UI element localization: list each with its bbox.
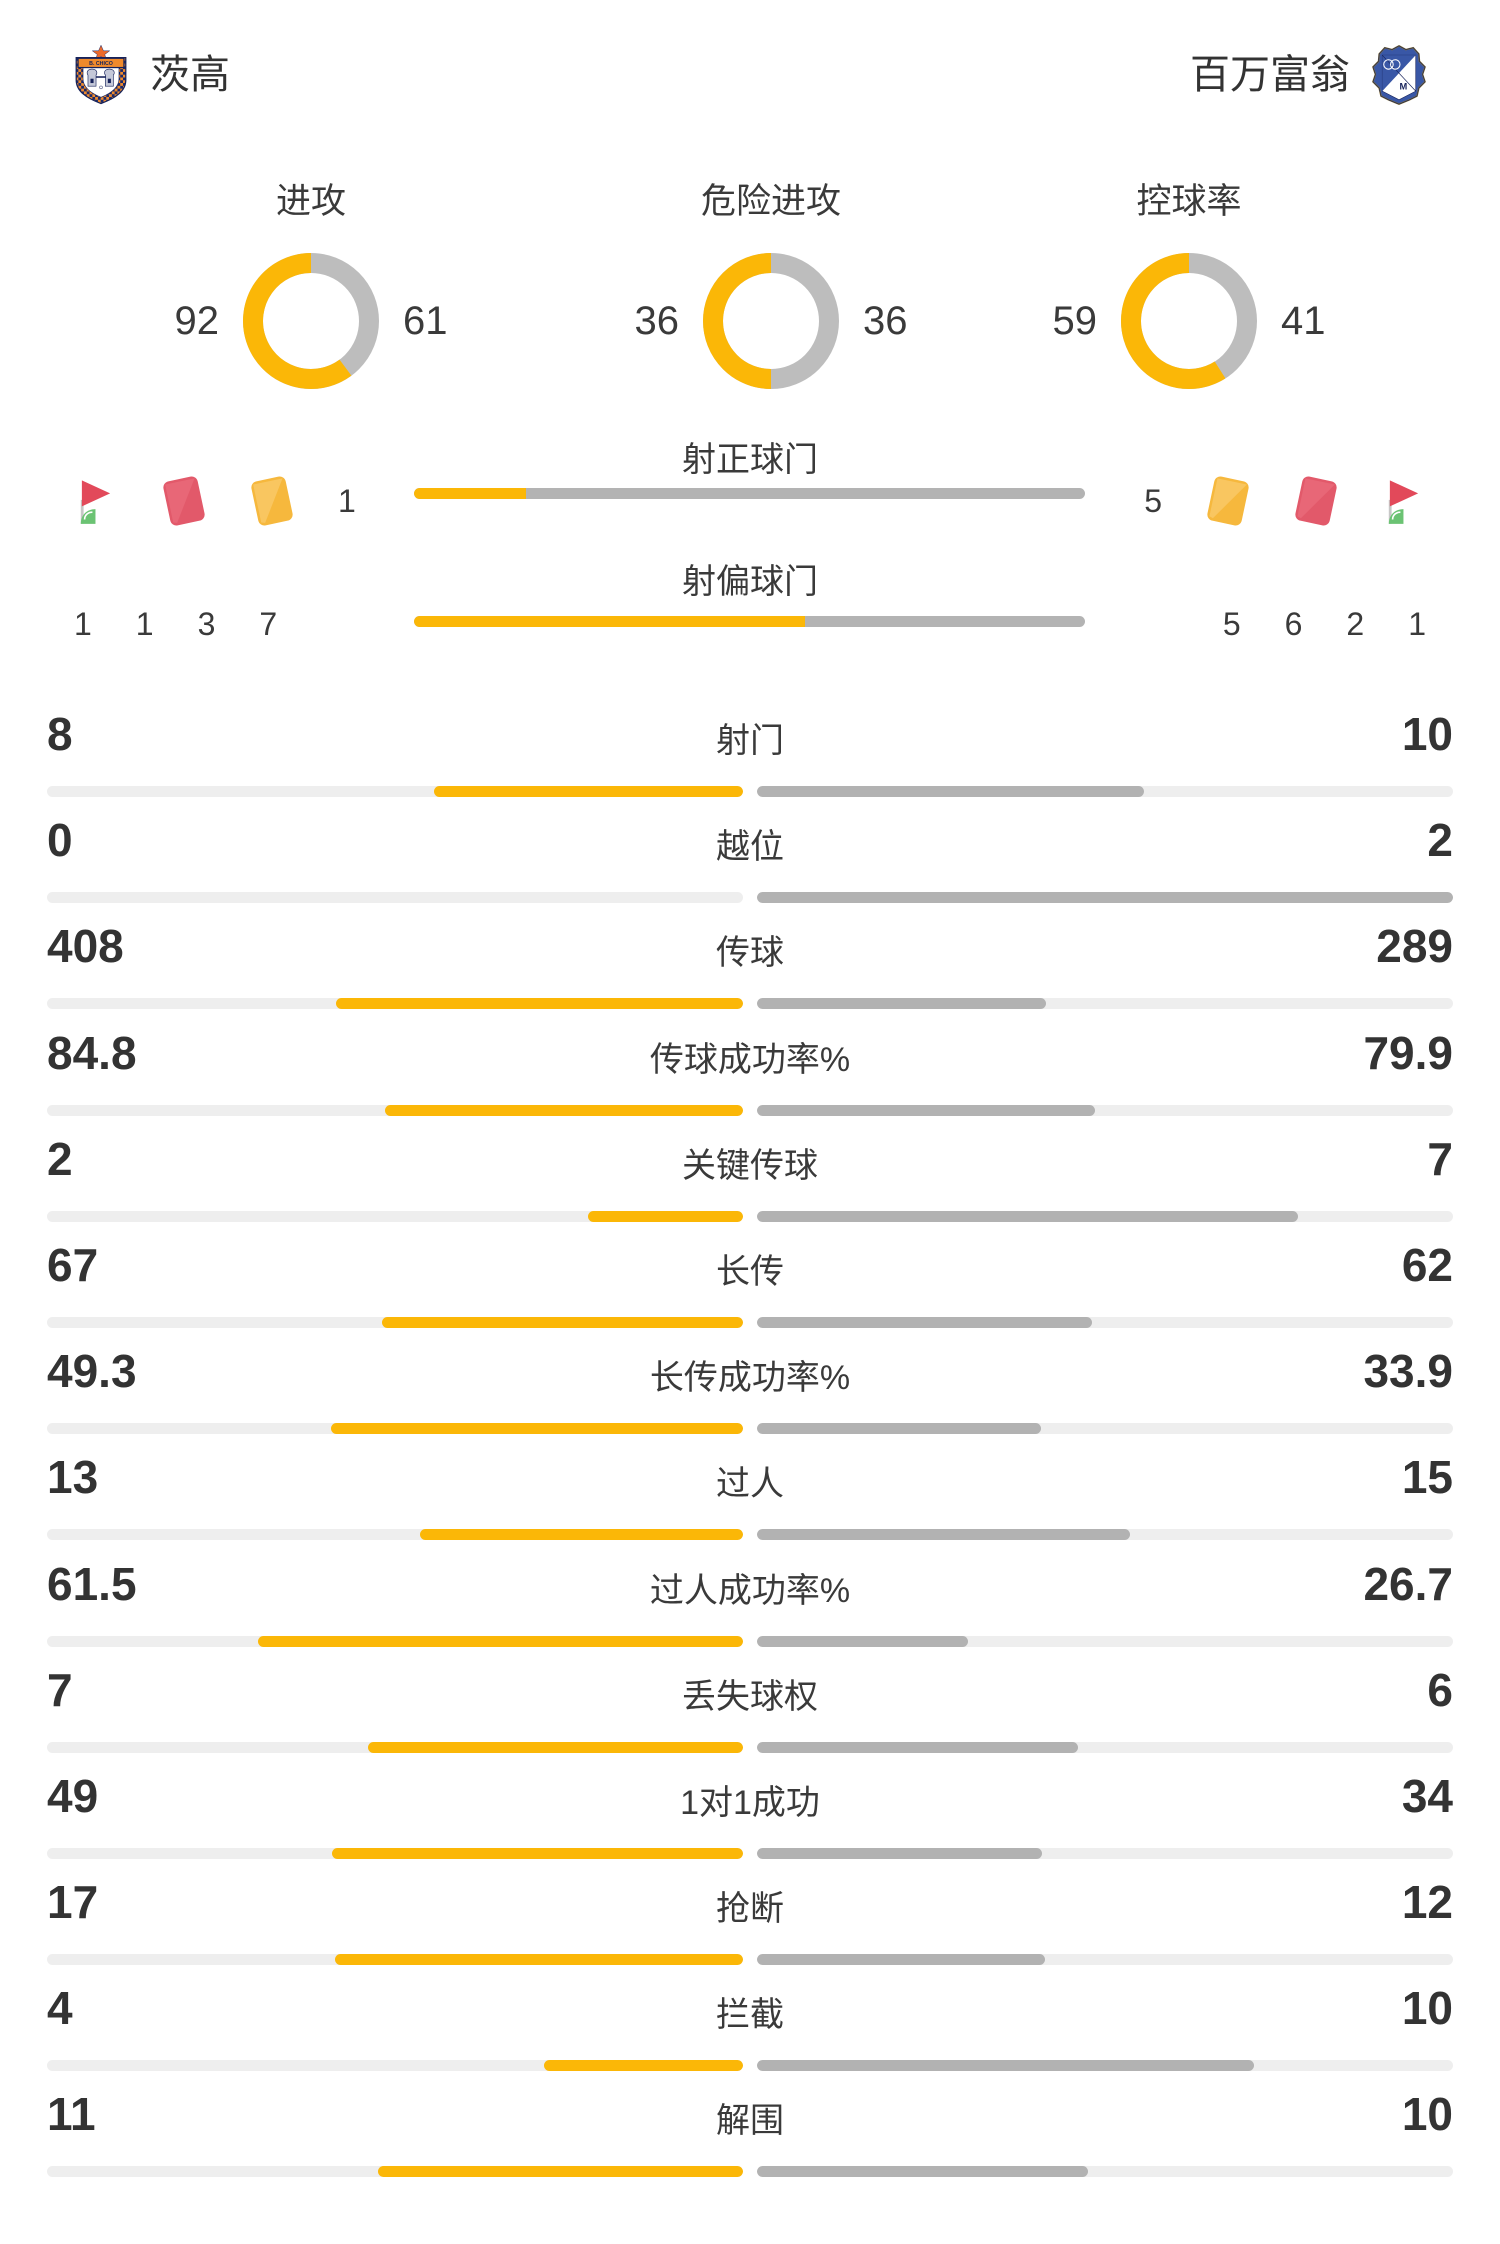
svg-text:M: M [1399, 81, 1407, 91]
svg-text:B. CHICO: B. CHICO [89, 61, 113, 67]
